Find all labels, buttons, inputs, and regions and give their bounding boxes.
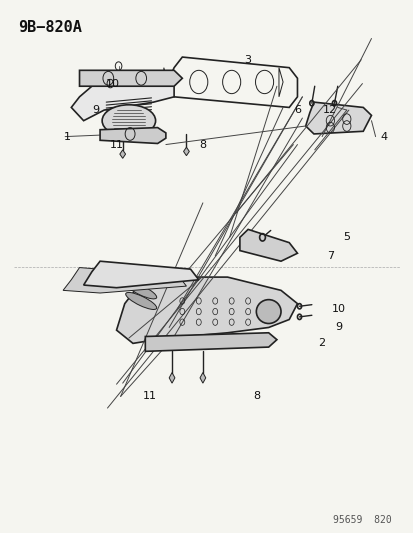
Polygon shape [63, 268, 186, 293]
Text: 95659  820: 95659 820 [332, 515, 391, 525]
Ellipse shape [126, 282, 157, 299]
Polygon shape [116, 277, 297, 343]
Text: 4: 4 [380, 132, 387, 142]
Polygon shape [145, 333, 276, 351]
Polygon shape [305, 102, 370, 134]
Text: 11: 11 [142, 391, 156, 401]
Text: 10: 10 [105, 78, 119, 88]
Text: 3: 3 [150, 272, 157, 282]
Text: 10: 10 [331, 304, 345, 314]
Text: 6: 6 [293, 105, 300, 115]
Text: 7: 7 [326, 251, 333, 261]
Ellipse shape [256, 300, 280, 324]
Polygon shape [239, 229, 297, 261]
Text: 9: 9 [92, 105, 99, 115]
Text: 5: 5 [342, 232, 349, 243]
Polygon shape [100, 127, 166, 143]
Text: 9B−820A: 9B−820A [18, 20, 81, 35]
Text: 8: 8 [252, 391, 259, 401]
Polygon shape [199, 373, 205, 383]
Text: 2: 2 [318, 338, 325, 349]
Text: 3: 3 [244, 55, 251, 64]
Polygon shape [83, 261, 198, 288]
Text: 9: 9 [334, 322, 341, 333]
Ellipse shape [126, 293, 157, 310]
Text: 11: 11 [109, 140, 123, 150]
Polygon shape [79, 70, 182, 86]
Polygon shape [71, 78, 174, 120]
Polygon shape [169, 373, 175, 383]
Text: 8: 8 [199, 140, 206, 150]
Polygon shape [183, 147, 189, 156]
Text: 1: 1 [64, 132, 71, 142]
Polygon shape [119, 150, 125, 158]
Text: 12: 12 [323, 105, 337, 115]
Ellipse shape [102, 105, 155, 136]
